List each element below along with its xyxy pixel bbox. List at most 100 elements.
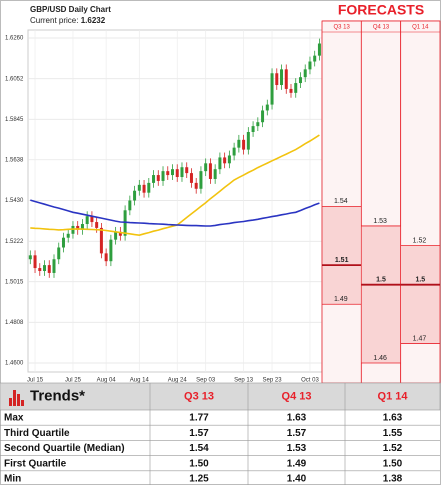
- icon-bar: [13, 390, 16, 406]
- icon-bar: [21, 400, 24, 406]
- x-tick-label: Jul 15: [27, 378, 44, 384]
- y-tick-label: 1.6260: [5, 36, 24, 42]
- candle-body: [47, 265, 51, 273]
- candle-body: [85, 216, 89, 225]
- icon-bar: [17, 394, 20, 406]
- candle-body: [147, 182, 151, 193]
- candle-body: [80, 224, 84, 230]
- y-tick-label: 1.6052: [5, 76, 24, 82]
- current-price-label: Current price:: [30, 16, 78, 25]
- x-tick-label: Aug 24: [168, 378, 188, 384]
- candle-body: [118, 231, 122, 236]
- candle-body: [317, 43, 321, 56]
- cell-value: 1.50: [189, 458, 209, 469]
- x-tick-label: Sep 03: [196, 378, 216, 384]
- current-price: Current price: 1.6232: [30, 16, 106, 25]
- table-title: Trends*: [30, 387, 85, 404]
- cell-value: 1.57: [189, 428, 209, 439]
- candle-body: [294, 83, 298, 93]
- x-tick-label: Oct 03: [301, 378, 319, 384]
- cell-value: 1.52: [383, 443, 403, 454]
- candle-body: [199, 171, 203, 189]
- moving-average-line: [30, 199, 320, 227]
- current-price-value: 1.6232: [81, 16, 106, 25]
- candle-body: [251, 126, 255, 132]
- candle-body: [156, 175, 160, 181]
- candle-body: [171, 169, 174, 176]
- forecast-column-label: Q1 14: [412, 25, 429, 31]
- row-label: Third Quartile: [4, 428, 70, 439]
- chart-title: GBP/USD Daily Chart: [30, 5, 111, 14]
- candle-body: [104, 253, 108, 262]
- candle-body: [114, 231, 118, 240]
- candle-body: [133, 190, 137, 201]
- cell-value: 1.25: [189, 474, 209, 485]
- candle-body: [227, 155, 231, 164]
- forecast-value: 1.54: [334, 198, 348, 205]
- candle-body: [43, 265, 47, 271]
- forecast-value: 1.52: [413, 237, 427, 244]
- candle-body: [99, 227, 103, 254]
- row-label: Second Quartile (Median): [4, 443, 125, 454]
- column-header: Q3 13: [184, 390, 214, 402]
- forecast-value: 1.5: [415, 277, 425, 284]
- y-tick-label: 1.5222: [5, 239, 24, 245]
- y-tick-label: 1.5638: [5, 157, 24, 163]
- candle-body: [242, 139, 246, 150]
- candle-body: [232, 147, 236, 156]
- cell-value: 1.63: [287, 413, 307, 424]
- candle-body: [185, 167, 189, 174]
- candle-body: [152, 175, 156, 183]
- cell-value: 1.38: [383, 474, 403, 485]
- forecast-range: [401, 245, 440, 344]
- forecast-value: 1.47: [413, 335, 427, 342]
- candle-body: [275, 73, 279, 86]
- candle-body: [265, 104, 269, 111]
- candle-body: [61, 237, 65, 248]
- candle-body: [289, 88, 293, 93]
- forecast-value: 1.53: [373, 218, 387, 225]
- forecast-value: 1.5: [376, 277, 386, 284]
- cell-value: 1.53: [287, 443, 307, 454]
- cell-value: 1.63: [383, 413, 403, 424]
- y-tick-label: 1.5430: [5, 198, 24, 204]
- cell-value: 1.40: [287, 474, 307, 485]
- cell-value: 1.50: [383, 458, 403, 469]
- candle-body: [161, 171, 165, 181]
- candle-body: [137, 184, 141, 191]
- candle-body: [90, 216, 94, 223]
- candle-body: [313, 55, 317, 62]
- x-tick-label: Aug 04: [97, 378, 117, 384]
- forecast-column-label: Q3 13: [333, 25, 350, 31]
- x-tick-label: Jul 25: [65, 378, 82, 384]
- candle-body: [204, 163, 208, 172]
- candle-body: [237, 139, 241, 148]
- candle-body: [256, 122, 260, 127]
- candle-body: [189, 173, 193, 183]
- candle-body: [298, 77, 302, 84]
- candle-body: [261, 110, 265, 123]
- row-label: Min: [4, 474, 21, 485]
- candle-body: [76, 225, 80, 230]
- forecast-value: 1.49: [334, 296, 348, 303]
- candle-body: [28, 255, 32, 260]
- candle-body: [270, 73, 274, 105]
- candle-body: [208, 163, 212, 179]
- candle-body: [142, 184, 146, 193]
- candle-body: [109, 239, 113, 262]
- candle-body: [284, 69, 288, 89]
- candle-body: [246, 131, 250, 150]
- y-tick-label: 1.4808: [5, 320, 24, 326]
- candle-body: [128, 200, 132, 211]
- candle-body: [308, 61, 312, 70]
- x-tick-label: Sep 13: [234, 378, 254, 384]
- candle-body: [95, 222, 99, 228]
- column-header: Q1 14: [378, 390, 409, 402]
- y-tick-label: 1.5845: [5, 117, 24, 123]
- cell-value: 1.55: [383, 428, 403, 439]
- candle-body: [123, 210, 127, 236]
- candle-body: [57, 247, 61, 260]
- column-header: Q4 13: [282, 390, 312, 402]
- candle-body: [166, 171, 170, 176]
